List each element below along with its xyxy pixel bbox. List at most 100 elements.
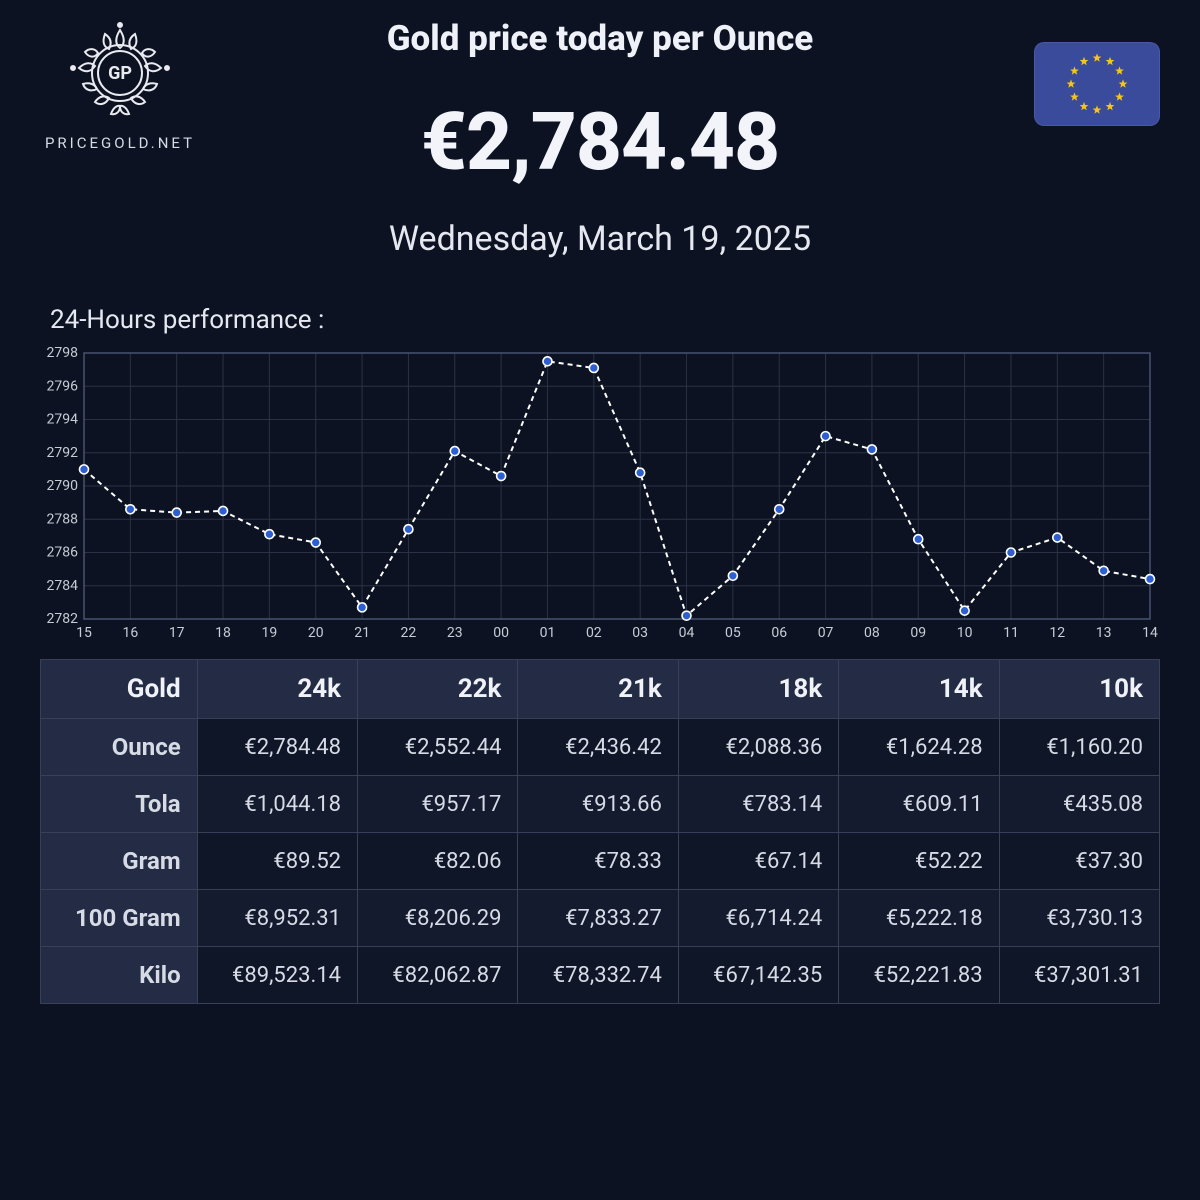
table-cell: €435.08 xyxy=(999,776,1159,833)
chart-region: 24-Hours performance : 2782 2784 2786 2788 2… xyxy=(40,305,1160,645)
y-axis-tick-label: 2786 xyxy=(47,545,79,561)
table-row: Kilo€89,523.14€82,062.87€78,332.74€67,14… xyxy=(41,947,1160,1004)
table-cell: €957.17 xyxy=(358,776,518,833)
chart-title: 24-Hours performance : xyxy=(50,305,1160,335)
data-point xyxy=(682,611,691,620)
y-axis-tick-label: 2790 xyxy=(47,478,79,494)
table-cell: €89.52 xyxy=(197,833,357,890)
table-cell: €37.30 xyxy=(999,833,1159,890)
site-logo: GP PRICEGOLD.NET xyxy=(40,18,200,152)
data-point xyxy=(219,506,228,515)
y-axis-tick-label: 2798 xyxy=(47,345,79,361)
table-row-header: 100 Gram xyxy=(41,890,198,947)
x-axis-tick-label: 09 xyxy=(910,625,926,641)
page-title: Gold price today per Ounce xyxy=(40,18,1160,59)
table-cell: €1,624.28 xyxy=(839,719,999,776)
table-cell: €3,730.13 xyxy=(999,890,1159,947)
x-axis-tick-label: 22 xyxy=(401,625,417,641)
table-row: Tola€1,044.18€957.17€913.66€783.14€609.1… xyxy=(41,776,1160,833)
table-cell: €6,714.24 xyxy=(678,890,838,947)
table-cell: €82,062.87 xyxy=(358,947,518,1004)
logo-initials: GP xyxy=(108,63,132,84)
x-axis-tick-label: 11 xyxy=(1003,625,1019,641)
table-cell: €1,044.18 xyxy=(197,776,357,833)
table-cell: €89,523.14 xyxy=(197,947,357,1004)
y-axis-tick-label: 2796 xyxy=(47,378,79,394)
x-axis-tick-label: 15 xyxy=(76,625,92,641)
data-point xyxy=(543,357,552,366)
table-row: 100 Gram€8,952.31€8,206.29€7,833.27€6,71… xyxy=(41,890,1160,947)
table-row-header: Gram xyxy=(41,833,198,890)
table-row: Ounce€2,784.48€2,552.44€2,436.42€2,088.3… xyxy=(41,719,1160,776)
x-axis-tick-label: 17 xyxy=(169,625,185,641)
table-cell: €1,160.20 xyxy=(999,719,1159,776)
x-axis-tick-label: 07 xyxy=(818,625,834,641)
data-point xyxy=(265,530,274,539)
x-axis-tick-label: 13 xyxy=(1096,625,1112,641)
data-point xyxy=(1006,548,1015,557)
x-axis-tick-label: 08 xyxy=(864,625,880,641)
y-axis-tick-label: 2784 xyxy=(47,578,79,594)
table-corner-header: Gold xyxy=(41,660,198,719)
table-cell: €82.06 xyxy=(358,833,518,890)
data-point xyxy=(126,505,135,514)
data-point xyxy=(1146,575,1155,584)
current-date: Wednesday, March 19, 2025 xyxy=(40,219,1160,259)
logo-emblem-icon: GP xyxy=(55,18,185,128)
table-cell: €52.22 xyxy=(839,833,999,890)
data-point xyxy=(1053,533,1062,542)
data-point xyxy=(311,538,320,547)
data-point xyxy=(728,571,737,580)
table-cell: €67.14 xyxy=(678,833,838,890)
x-axis-tick-label: 10 xyxy=(957,625,973,641)
data-point xyxy=(636,468,645,477)
table-cell: €2,436.42 xyxy=(518,719,678,776)
data-point xyxy=(497,472,506,481)
data-point xyxy=(172,508,181,517)
table-column-header: 14k xyxy=(839,660,999,719)
header: GP PRICEGOLD.NET Gold price today per Ou… xyxy=(0,0,1200,259)
x-axis-tick-label: 01 xyxy=(540,625,556,641)
table-cell: €783.14 xyxy=(678,776,838,833)
table-cell: €2,088.36 xyxy=(678,719,838,776)
table-row-header: Tola xyxy=(41,776,198,833)
eu-flag-icon xyxy=(1034,42,1160,126)
x-axis-tick-label: 00 xyxy=(493,625,509,641)
table-cell: €78,332.74 xyxy=(518,947,678,1004)
y-axis-tick-label: 2788 xyxy=(47,511,79,527)
data-point xyxy=(1099,566,1108,575)
x-axis-tick-label: 23 xyxy=(447,625,463,641)
x-axis-tick-label: 04 xyxy=(679,625,695,641)
x-axis-tick-label: 18 xyxy=(215,625,231,641)
x-axis-tick-label: 02 xyxy=(586,625,602,641)
data-point xyxy=(821,432,830,441)
x-axis-tick-label: 06 xyxy=(771,625,787,641)
data-point xyxy=(80,465,89,474)
table-cell: €37,301.31 xyxy=(999,947,1159,1004)
table-cell: €52,221.83 xyxy=(839,947,999,1004)
table-cell: €67,142.35 xyxy=(678,947,838,1004)
x-axis-tick-label: 05 xyxy=(725,625,741,641)
data-point xyxy=(914,535,923,544)
series-line xyxy=(84,361,1150,615)
x-axis-tick-label: 19 xyxy=(262,625,278,641)
current-price: €2,784.48 xyxy=(40,95,1160,189)
data-point xyxy=(775,505,784,514)
table-cell: €2,784.48 xyxy=(197,719,357,776)
table-cell: €913.66 xyxy=(518,776,678,833)
table-column-header: 21k xyxy=(518,660,678,719)
y-axis-tick-label: 2782 xyxy=(47,611,79,627)
data-point xyxy=(867,445,876,454)
table-column-header: 18k xyxy=(678,660,838,719)
table-row-header: Kilo xyxy=(41,947,198,1004)
table-column-header: 24k xyxy=(197,660,357,719)
table-cell: €2,552.44 xyxy=(358,719,518,776)
y-axis-tick-label: 2794 xyxy=(47,412,79,428)
data-point xyxy=(960,606,969,615)
x-axis-tick-label: 16 xyxy=(122,625,138,641)
data-point xyxy=(450,447,459,456)
table-cell: €609.11 xyxy=(839,776,999,833)
table-cell: €78.33 xyxy=(518,833,678,890)
x-axis-tick-label: 14 xyxy=(1142,625,1158,641)
table-cell: €5,222.18 xyxy=(839,890,999,947)
